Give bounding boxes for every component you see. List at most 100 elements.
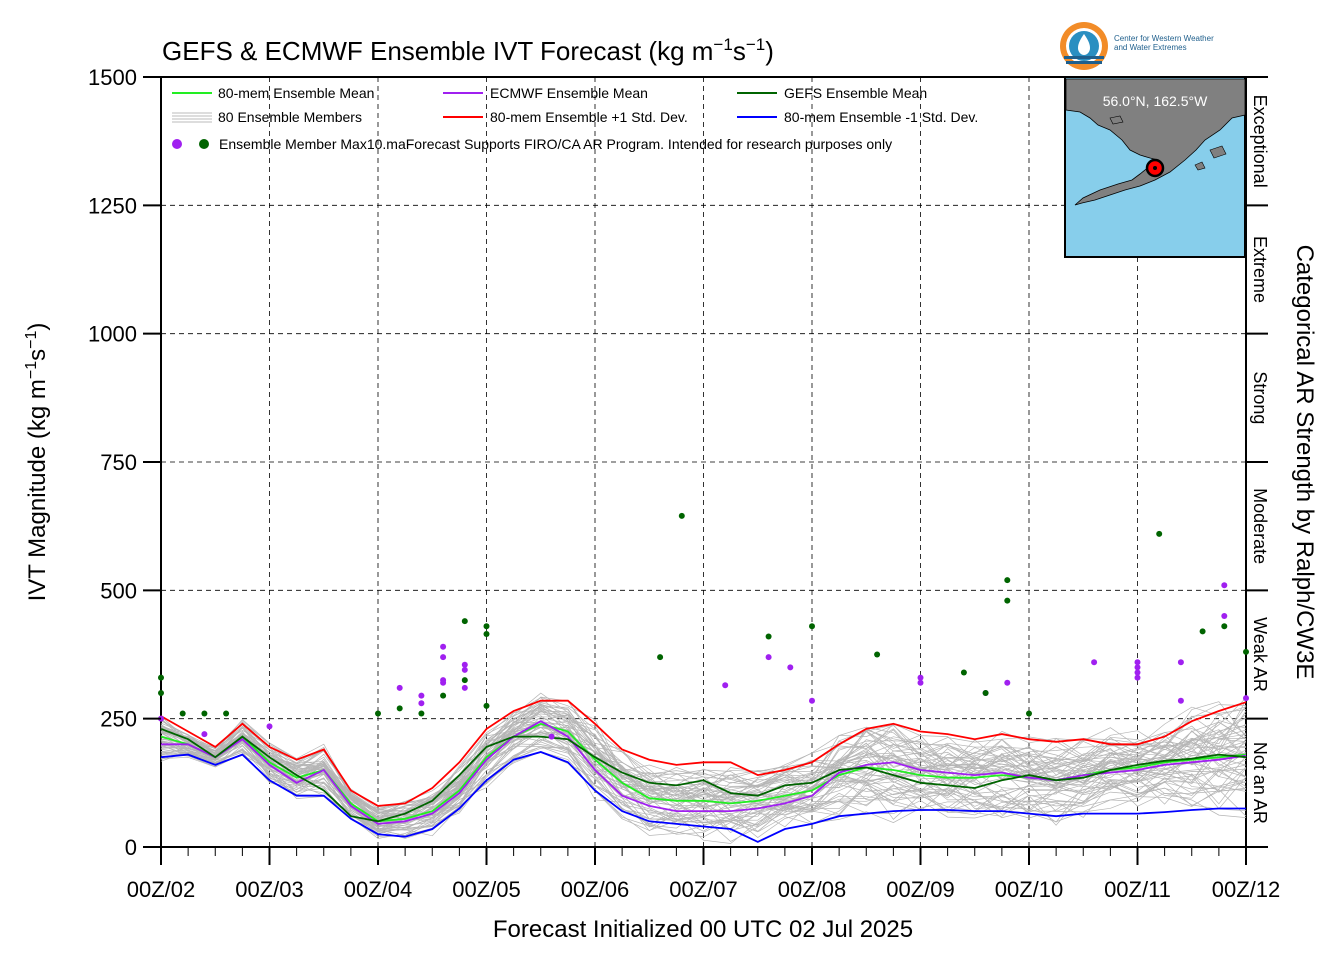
gefs-max-dot bbox=[483, 702, 490, 709]
gefs-max-dot bbox=[809, 623, 815, 630]
ecmwf-max-dot bbox=[1134, 659, 1141, 666]
ecmwf-max-dot bbox=[548, 733, 555, 740]
gefs-max-dot bbox=[1243, 648, 1249, 655]
ecmwf-max-dot bbox=[809, 697, 815, 704]
legend-label-plus-std: 80-mem Ensemble +1 Std. Dev. bbox=[490, 109, 688, 125]
series-line-3 bbox=[160, 699, 1247, 807]
ecmwf-max-dot bbox=[917, 679, 924, 686]
gefs-max-dot bbox=[375, 710, 381, 717]
gefs-max-dot bbox=[158, 674, 164, 681]
ecmwf-max-dot bbox=[1177, 697, 1184, 704]
y-tick-label: 1250 bbox=[88, 193, 137, 218]
gefs-max-dot bbox=[1026, 710, 1032, 717]
gefs-max-dot bbox=[223, 710, 230, 717]
gefs-max-dot bbox=[982, 690, 989, 696]
ecmwf-max-dot bbox=[1243, 695, 1249, 702]
ecmwf-max-dot bbox=[722, 682, 729, 689]
legend-dot-ecmwf bbox=[172, 139, 182, 149]
ensemble-member-line bbox=[160, 697, 1247, 814]
gefs-max-dot bbox=[440, 692, 447, 699]
ensemble-member-line bbox=[160, 705, 1247, 813]
y-tick-label: 250 bbox=[100, 707, 137, 732]
gefs-max-dot bbox=[483, 630, 490, 637]
gefs-max-dot bbox=[1004, 577, 1011, 584]
ensemble-member-line bbox=[160, 722, 1247, 823]
y-tick-label: 500 bbox=[100, 578, 137, 603]
x-tick-label: 00Z/05 bbox=[452, 877, 521, 902]
ecmwf-max-dot bbox=[765, 654, 772, 661]
ecmwf-max-dot bbox=[201, 731, 208, 738]
x-tick-label: 00Z/07 bbox=[669, 877, 738, 902]
category-label: Exceptional bbox=[1250, 95, 1270, 188]
gefs-max-dot bbox=[874, 651, 881, 658]
ensemble-member-line bbox=[160, 727, 1247, 828]
ecmwf-max-dot bbox=[1091, 659, 1098, 666]
logo-mark bbox=[1060, 22, 1108, 70]
ar-category-axis: Not an AR Weak AR Moderate Strong Extreme Exc… bbox=[1246, 76, 1270, 848]
y-tick-label: 1500 bbox=[88, 65, 137, 90]
y-tick-label: 0 bbox=[125, 835, 137, 860]
ensemble-member-line bbox=[160, 709, 1247, 816]
gefs-max-dot bbox=[765, 633, 772, 640]
x-tick-label: 00Z/04 bbox=[344, 877, 413, 902]
x-axis-label: Forecast Initialized 00 UTC 02 Jul 2025 bbox=[493, 916, 913, 943]
y-tick-label: 1000 bbox=[88, 322, 137, 347]
ecmwf-max-dot bbox=[1221, 582, 1228, 589]
x-tick-label: 00Z/08 bbox=[778, 877, 847, 902]
y-axis-label: IVT Magnitude (kg m−1s−1) bbox=[23, 323, 51, 602]
ecmwf-max-dot bbox=[266, 723, 273, 730]
x-tick-label: 00Z/02 bbox=[127, 877, 196, 902]
series-lines bbox=[160, 699, 1247, 843]
y-axis: 0 250 500 750 1000 1250 1500 bbox=[88, 65, 161, 860]
legend: 80-mem Ensemble Mean ECMWF Ensemble Mean… bbox=[172, 85, 978, 152]
legend-label-minus-std: 80-mem Ensemble -1 Std. Dev. bbox=[784, 109, 978, 125]
ecmwf-max-dot bbox=[418, 700, 425, 707]
x-tick-label: 00Z/06 bbox=[561, 877, 630, 902]
cw3e-logo: Center for Western Weather and Water Ext… bbox=[1058, 20, 1248, 72]
gefs-max-dot bbox=[1199, 628, 1206, 635]
ensemble-member-line bbox=[160, 715, 1247, 816]
gefs-max-dot bbox=[158, 690, 164, 696]
category-label: Extreme bbox=[1250, 236, 1270, 303]
inset-location-label: 56.0°N, 162.5°W bbox=[1103, 93, 1208, 109]
legend-swatch-members bbox=[172, 112, 212, 123]
right-axis-label: Categorical AR Strength by Ralph/CW3E bbox=[1291, 245, 1318, 680]
ensemble-member-line bbox=[160, 731, 1247, 833]
ecmwf-max-dot bbox=[1177, 659, 1184, 666]
ecmwf-max-dot bbox=[461, 666, 468, 673]
ecmwf-max-dot bbox=[1004, 679, 1011, 686]
x-tick-label: 00Z/10 bbox=[995, 877, 1064, 902]
ecmwf-max-dot bbox=[440, 677, 447, 684]
ecmwf-max-dot bbox=[1134, 674, 1141, 681]
member-max-dots bbox=[158, 512, 1249, 740]
ecmwf-max-dot bbox=[461, 661, 468, 668]
category-label: Strong bbox=[1250, 371, 1270, 424]
gefs-max-dot bbox=[461, 618, 468, 625]
gefs-max-dot bbox=[396, 705, 403, 712]
ecmwf-max-dot bbox=[440, 654, 447, 661]
gefs-max-dot bbox=[1156, 530, 1163, 537]
x-tick-label: 00Z/03 bbox=[235, 877, 304, 902]
landmass bbox=[1065, 78, 1246, 206]
x-tick-label: 00Z/12 bbox=[1212, 877, 1281, 902]
ecmwf-max-dot bbox=[461, 684, 468, 691]
gefs-max-dot bbox=[483, 623, 490, 630]
x-tick-label: 00Z/09 bbox=[886, 877, 955, 902]
gefs-max-dot bbox=[201, 710, 208, 717]
y-tick-label: 750 bbox=[100, 450, 137, 475]
ecmwf-max-dot bbox=[396, 684, 403, 691]
ensemble-member-line bbox=[160, 743, 1247, 837]
series-line-4 bbox=[160, 751, 1246, 843]
ensemble-member-line bbox=[160, 739, 1247, 831]
ecmwf-max-dot bbox=[418, 692, 425, 699]
ecmwf-max-dot bbox=[787, 664, 794, 671]
gefs-max-dot bbox=[179, 710, 186, 717]
chart-title: GEFS & ECMWF Ensemble IVT Forecast (kg m… bbox=[162, 35, 774, 66]
ecmwf-max-dot bbox=[1134, 669, 1141, 676]
inset-map: 56.0°N, 162.5°W bbox=[1064, 76, 1246, 258]
legend-dot-gefs bbox=[199, 139, 209, 149]
legend-label-gefs: GEFS Ensemble Mean bbox=[784, 85, 927, 101]
ensemble-member-line bbox=[160, 723, 1247, 831]
gefs-max-dot bbox=[960, 669, 967, 676]
